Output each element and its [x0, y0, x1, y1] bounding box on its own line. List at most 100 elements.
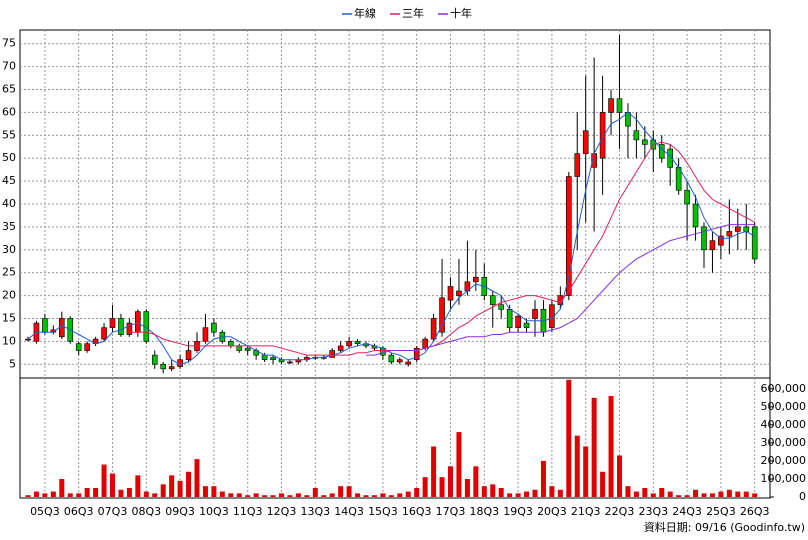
- volume-bar: [84, 487, 90, 497]
- y-tick-label: 10: [2, 334, 16, 347]
- volume-bar: [186, 471, 192, 497]
- candle-body: [616, 98, 623, 113]
- candle-body: [633, 130, 640, 141]
- volume-bar: [245, 495, 251, 497]
- y-tick-label: 35: [2, 220, 16, 233]
- volume-bar: [397, 493, 403, 497]
- candle-body: [684, 189, 690, 205]
- legend: 年線 三年 十年: [342, 6, 472, 20]
- candle-body: [109, 318, 116, 328]
- candle-body: [422, 338, 428, 349]
- volume-bar: [557, 489, 563, 497]
- volume-bar: [701, 493, 707, 497]
- candle-body: [211, 322, 217, 333]
- candle-body: [701, 226, 707, 251]
- volume-bar: [160, 484, 166, 497]
- x-tick-label: 15Q3: [368, 505, 398, 518]
- candle-body: [447, 286, 454, 301]
- candle-body: [25, 338, 31, 341]
- x-tick-label: 20Q3: [537, 505, 567, 518]
- candle-body: [413, 347, 420, 360]
- volume-panel: [19, 377, 771, 499]
- y-tick-label: 55: [2, 128, 16, 141]
- volume-bar: [363, 495, 369, 497]
- candle-body: [456, 290, 462, 296]
- candle-body: [565, 176, 572, 296]
- ma-line: [27, 111, 755, 365]
- candle-body: [523, 322, 530, 328]
- volume-bar: [67, 493, 73, 497]
- x-tick-label: 16Q3: [402, 505, 432, 518]
- volume-bar: [532, 489, 538, 497]
- footer: 資料日期: 09/16 (Goodinfo.tw): [644, 520, 805, 534]
- candle-body: [430, 318, 437, 340]
- candle-body: [743, 226, 750, 232]
- x-tick-label: 26Q3: [740, 505, 770, 518]
- volume-bar: [270, 495, 276, 497]
- x-tick-label: 19Q3: [503, 505, 533, 518]
- x-tick-label: 08Q3: [131, 505, 161, 518]
- y-tick-label: 20: [2, 289, 16, 302]
- volume-bar: [228, 493, 234, 497]
- volume-bar: [279, 493, 284, 497]
- volume-bar: [287, 495, 293, 497]
- y2-tick-label: 500,000: [761, 400, 807, 413]
- volume-bar: [642, 487, 648, 497]
- volume-bar: [33, 491, 39, 497]
- candle-body: [101, 327, 107, 340]
- volume-bar: [101, 464, 107, 497]
- y-tick-label: 75: [2, 37, 16, 50]
- volume-bar: [752, 493, 758, 497]
- volume-bar: [194, 459, 200, 497]
- volume-bar: [295, 493, 301, 497]
- volume-bar: [473, 466, 479, 497]
- candle-body: [709, 240, 716, 251]
- candle-body: [228, 341, 234, 347]
- candle-body: [270, 357, 276, 360]
- volume-bar: [76, 493, 82, 497]
- volume-bar: [338, 486, 344, 497]
- legend-label: 十年: [450, 6, 472, 20]
- candle-body: [84, 343, 90, 351]
- y-tick-label: 25: [2, 266, 16, 279]
- candle-body: [515, 315, 521, 328]
- volume-bar: [414, 487, 420, 497]
- y2-tick-label: 0: [799, 490, 806, 503]
- volume-bar: [388, 495, 394, 497]
- candle-body: [506, 309, 513, 328]
- volume-bar: [524, 491, 530, 497]
- volume-bar: [676, 495, 682, 497]
- candle-body: [185, 350, 192, 360]
- candle-body: [718, 235, 724, 246]
- volume-bar: [617, 455, 622, 497]
- candle-body: [126, 322, 133, 335]
- candle-body: [726, 231, 733, 237]
- volume-bar: [709, 493, 715, 497]
- volume-bar: [312, 487, 318, 497]
- volume-bar: [25, 495, 31, 497]
- volume-bar: [583, 446, 589, 497]
- volume-bar: [219, 491, 225, 497]
- candle-body: [261, 354, 268, 360]
- volume-bar: [633, 491, 639, 497]
- volume-bar: [152, 493, 158, 497]
- candle-body: [532, 309, 538, 319]
- candle-body: [354, 341, 361, 344]
- candle-body: [489, 295, 496, 306]
- candle-body: [599, 112, 606, 159]
- volume-bar: [405, 491, 411, 497]
- volume-bar: [126, 487, 132, 497]
- volume-bar: [498, 487, 504, 497]
- x-tick-label: 17Q3: [436, 505, 466, 518]
- x-tick-label: 10Q3: [199, 505, 229, 518]
- candle-body: [439, 297, 445, 333]
- volume-bar: [371, 495, 377, 497]
- candle-body: [473, 276, 479, 283]
- y-tick-label: 40: [2, 197, 16, 210]
- volume-bar: [110, 473, 115, 497]
- candle-body: [42, 318, 48, 333]
- volume-bar: [456, 432, 462, 497]
- candle-body: [287, 361, 293, 364]
- candle-body: [160, 363, 166, 370]
- volume-bar: [346, 486, 352, 497]
